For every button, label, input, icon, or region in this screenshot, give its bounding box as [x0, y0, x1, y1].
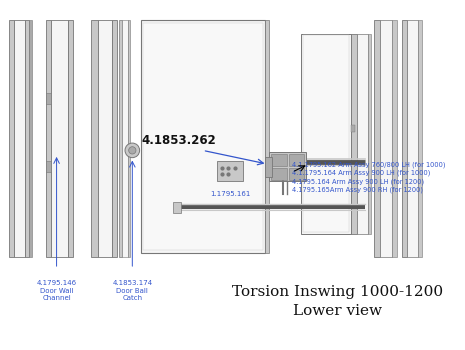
Text: 4.1795.165Arm Assy 900 RH (for 1200): 4.1795.165Arm Assy 900 RH (for 1200)	[292, 186, 423, 193]
Bar	[269, 152, 306, 181]
Bar	[271, 154, 287, 166]
Text: 4.1853.174
Door Ball
Catch: 4.1853.174 Door Ball Catch	[112, 280, 153, 301]
Bar	[67, 20, 73, 257]
Bar	[352, 34, 357, 234]
Bar	[271, 168, 287, 180]
Bar	[407, 20, 418, 257]
Bar	[46, 93, 51, 104]
Bar	[379, 20, 392, 257]
Bar	[418, 20, 423, 257]
Text: 1.1795.161: 1.1795.161	[210, 191, 250, 197]
Bar	[303, 35, 350, 232]
Bar	[9, 20, 13, 257]
Circle shape	[125, 143, 140, 158]
Bar	[112, 20, 117, 257]
Bar	[128, 20, 131, 257]
Bar	[46, 20, 51, 257]
Bar	[289, 154, 304, 166]
Text: 4.1795.164 Arm Assy 900 LH (for 1200): 4.1795.164 Arm Assy 900 LH (for 1200)	[292, 178, 424, 185]
Bar	[217, 161, 243, 181]
Bar	[141, 20, 265, 253]
Bar	[119, 20, 122, 257]
Text: 4.1853.262: 4.1853.262	[141, 134, 216, 147]
Bar	[265, 20, 269, 253]
Text: 4.1795.146
Door Wall
Channel: 4.1795.146 Door Wall Channel	[37, 280, 77, 301]
Bar	[13, 20, 25, 257]
Circle shape	[129, 147, 136, 154]
Text: Torsion Inswing 1000-1200
Lower view: Torsion Inswing 1000-1200 Lower view	[232, 285, 443, 318]
Bar	[122, 20, 128, 257]
Bar	[29, 20, 32, 257]
Bar	[51, 20, 67, 257]
Bar	[352, 125, 355, 132]
Text: 4.1.1795.164 Arm Assy 900 LH (for 1000): 4.1.1795.164 Arm Assy 900 LH (for 1000)	[292, 170, 431, 176]
Bar	[289, 168, 304, 180]
Bar	[301, 34, 352, 234]
Bar	[25, 20, 29, 257]
Bar	[173, 202, 181, 214]
Bar	[374, 20, 379, 257]
Bar	[392, 20, 397, 257]
Bar	[401, 20, 407, 257]
Bar	[368, 34, 372, 234]
Bar	[357, 34, 368, 234]
Text: 4.1.1795.162 Arm Assy 760/800 LH (for 1000): 4.1.1795.162 Arm Assy 760/800 LH (for 10…	[292, 162, 445, 168]
Bar	[46, 161, 51, 172]
Bar	[143, 23, 263, 250]
Bar	[265, 157, 272, 177]
Bar	[98, 20, 112, 257]
Bar	[91, 20, 98, 257]
